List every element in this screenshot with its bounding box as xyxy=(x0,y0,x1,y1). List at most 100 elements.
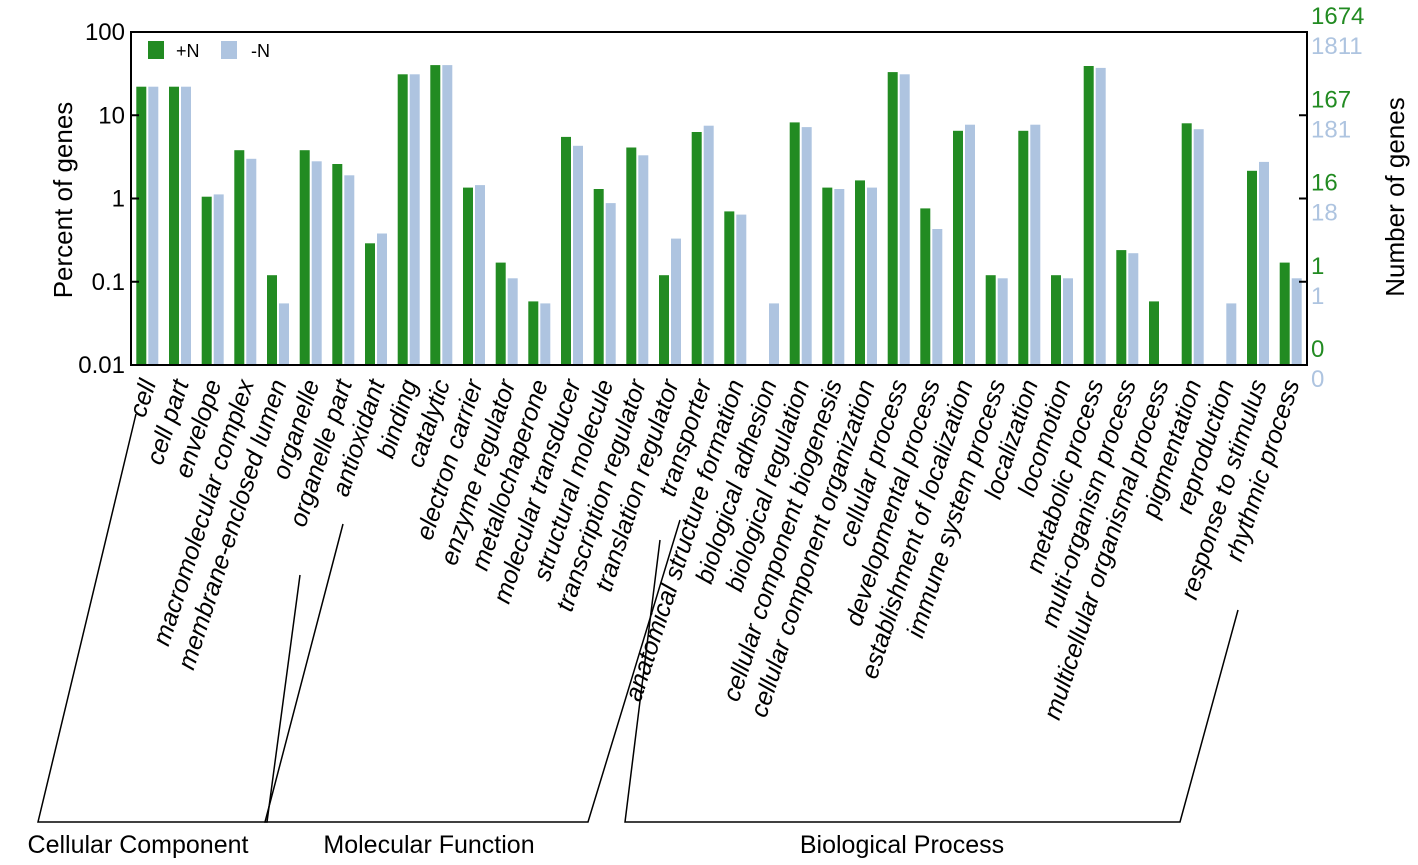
bar-plus-n-cell xyxy=(136,86,147,365)
bar-minus-n-anatomical-structure-formation xyxy=(736,214,747,365)
bar-minus-n-metabolic-process xyxy=(1095,67,1106,366)
bar-minus-n-cellular-component-biogenesis xyxy=(834,189,845,365)
y2-tick-label-plus-n: 16 xyxy=(1311,170,1338,197)
bar-plus-n-membrane-enclosed-lumen xyxy=(267,275,277,365)
bar-minus-n-biological-regulation xyxy=(801,127,812,365)
y2-tick-label-minus-n: 181 xyxy=(1311,116,1351,143)
bar-minus-n-reproduction xyxy=(1226,303,1237,365)
bar-plus-n-organelle-part xyxy=(332,164,343,365)
bar-plus-n-organelle xyxy=(299,150,310,365)
bar-minus-n-binding xyxy=(409,74,420,366)
bar-plus-n-locomotion xyxy=(1051,275,1061,365)
bar-minus-n-transcription-regulator xyxy=(638,155,649,365)
bar-plus-n-cellular-component-biogenesis xyxy=(822,187,833,365)
y-tick-label: 1 xyxy=(112,186,125,213)
group-bracket xyxy=(264,519,681,823)
bar-plus-n-cell-part xyxy=(169,86,179,365)
bar-minus-n-catalytic xyxy=(442,65,453,365)
y2-tick-label-plus-n: 1674 xyxy=(1311,3,1364,30)
bar-minus-n-structural-molecule xyxy=(605,203,616,365)
bar-plus-n-cellular-process xyxy=(887,72,898,365)
bar-plus-n-pigmentation xyxy=(1181,123,1192,365)
bar-plus-n-antioxidant xyxy=(365,243,375,365)
bar-minus-n-locomotion xyxy=(1063,278,1073,365)
bar-plus-n-translation-regulator xyxy=(659,275,669,365)
y2-axis-label: Number of genes xyxy=(1380,97,1410,296)
bar-plus-n-developmental-process xyxy=(920,208,931,365)
bar-minus-n-cell-part xyxy=(181,86,191,365)
y2-tick-label-minus-n: 0 xyxy=(1311,366,1324,393)
legend-label-minus-n: -N xyxy=(251,41,270,61)
y2-tick-label-minus-n: 18 xyxy=(1311,200,1338,227)
group-label: Biological Process xyxy=(800,831,1004,859)
bar-plus-n-localization xyxy=(1018,130,1029,365)
bar-plus-n-establishment-of-localization xyxy=(953,130,963,365)
bar-plus-n-metabolic-process xyxy=(1083,66,1094,365)
bar-plus-n-multicellular-organismal-process xyxy=(1149,301,1159,365)
bar-plus-n-molecular-transducer xyxy=(561,136,571,365)
bar-minus-n-envelope xyxy=(213,194,224,365)
bar-minus-n-translation-regulator xyxy=(671,238,681,365)
bar-plus-n-biological-regulation xyxy=(789,122,800,366)
bar-minus-n-enzyme-regulator xyxy=(507,278,518,365)
bar-plus-n-electron-carrier xyxy=(463,187,473,365)
bar-minus-n-response-to-stimulus xyxy=(1259,161,1269,365)
bar-plus-n-transporter xyxy=(691,132,702,365)
bar-minus-n-organelle-part xyxy=(344,175,355,365)
y2-tick-label-minus-n: 1 xyxy=(1311,283,1324,310)
bar-minus-n-establishment-of-localization xyxy=(965,124,975,365)
y2-tick-label-plus-n: 1 xyxy=(1311,253,1324,280)
group-molecular-function: Molecular Function xyxy=(264,519,681,859)
bar-plus-n-response-to-stimulus xyxy=(1247,170,1257,365)
bars-layer xyxy=(136,65,1302,366)
y-tick-label: 10 xyxy=(98,102,125,129)
bar-minus-n-multi-organism-process xyxy=(1128,253,1139,365)
legend: +N -N xyxy=(148,41,270,61)
bar-minus-n-biological-adhesion xyxy=(769,303,779,365)
group-bracket xyxy=(37,413,301,823)
bar-minus-n-cell xyxy=(148,86,159,365)
bar-minus-n-transporter xyxy=(703,125,714,365)
group-biological-process: Biological Process xyxy=(624,539,1239,859)
bar-minus-n-organelle xyxy=(311,161,322,365)
bar-plus-n-enzyme-regulator xyxy=(495,262,506,365)
bar-plus-n-binding xyxy=(397,74,408,366)
legend-swatch-minus-n xyxy=(221,41,237,59)
bar-minus-n-immune-system-process xyxy=(997,278,1008,365)
bar-minus-n-localization xyxy=(1030,124,1041,365)
bar-plus-n-structural-molecule xyxy=(593,189,604,365)
group-bracket xyxy=(624,539,1239,823)
bar-minus-n-cellular-component-organization xyxy=(867,187,877,365)
bar-plus-n-immune-system-process xyxy=(985,275,996,365)
y-tick-label: 0.01 xyxy=(78,352,125,379)
bar-plus-n-rhythmic-process xyxy=(1279,262,1290,365)
bar-plus-n-cellular-component-organization xyxy=(855,180,865,365)
bar-minus-n-pigmentation xyxy=(1193,129,1204,365)
group-label: Molecular Function xyxy=(323,831,534,859)
bar-minus-n-cellular-process xyxy=(899,74,910,366)
y-axis-label: Percent of genes xyxy=(48,102,78,299)
y2-tick-label-plus-n: 167 xyxy=(1311,86,1351,113)
legend-label-plus-n: +N xyxy=(176,41,200,61)
bar-plus-n-transcription-regulator xyxy=(626,147,637,365)
group-cellular-component: Cellular Component xyxy=(28,413,301,859)
bar-minus-n-rhythmic-process xyxy=(1291,278,1302,365)
legend-swatch-plus-n xyxy=(148,41,164,59)
category-groups: Cellular Component Molecular Function Biol… xyxy=(28,413,1239,859)
bar-plus-n-anatomical-structure-formation xyxy=(724,211,735,365)
bar-plus-n-envelope xyxy=(201,196,212,365)
y-axis: 100 10 1 0.1 0.01 xyxy=(78,19,1307,379)
bar-minus-n-developmental-process xyxy=(932,229,943,365)
bar-plus-n-macromolecular-complex xyxy=(234,150,245,365)
bar-minus-n-molecular-transducer xyxy=(573,145,583,365)
y-tick-label: 0.1 xyxy=(92,269,125,296)
bar-minus-n-membrane-enclosed-lumen xyxy=(279,303,289,365)
y2-tick-label-plus-n: 0 xyxy=(1311,336,1324,363)
bar-minus-n-antioxidant xyxy=(377,233,387,365)
bar-minus-n-metallochaperone xyxy=(540,303,551,365)
bar-plus-n-metallochaperone xyxy=(528,301,539,365)
bar-plus-n-catalytic xyxy=(430,65,441,365)
